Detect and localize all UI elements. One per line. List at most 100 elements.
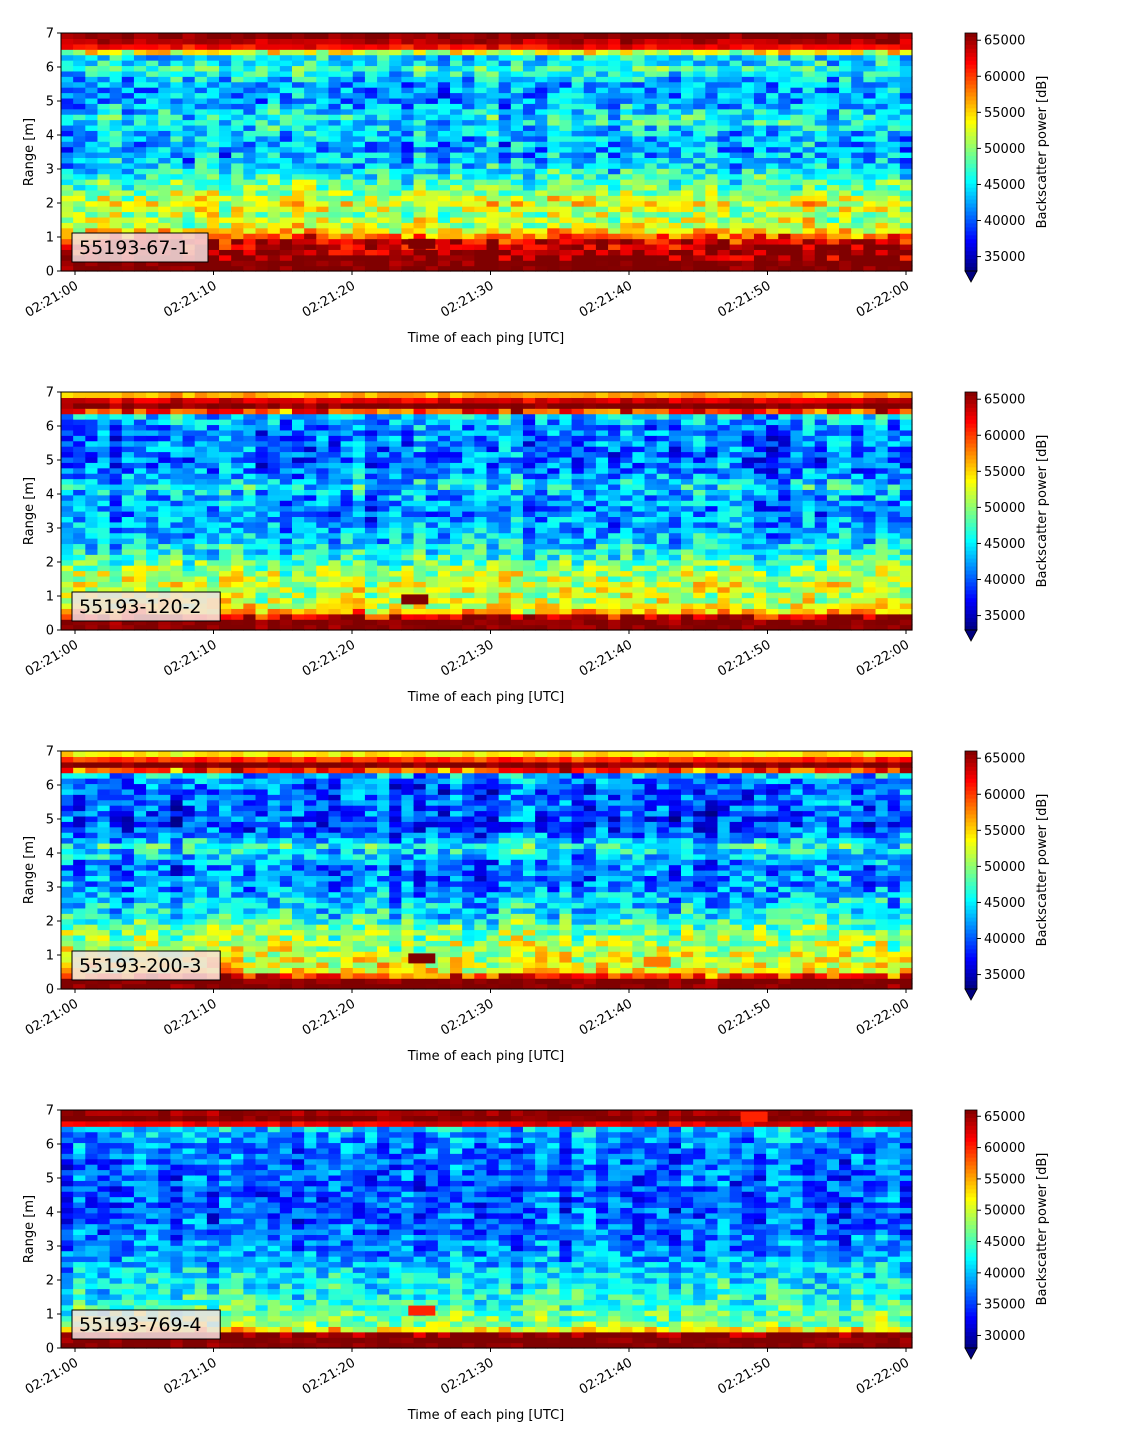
- heatmap-cell: [486, 446, 500, 453]
- heatmap-cell: [681, 81, 694, 88]
- heatmap-cell: [693, 189, 706, 196]
- heatmap-cell: [377, 494, 390, 501]
- heatmap-cell: [97, 435, 111, 442]
- heatmap-cell: [194, 397, 208, 404]
- heatmap-cell: [328, 570, 342, 577]
- heatmap-cell: [668, 233, 682, 240]
- heatmap-cell: [826, 108, 840, 115]
- heatmap-cell: [681, 114, 694, 121]
- heatmap-cell: [194, 146, 208, 153]
- heatmap-cell: [522, 124, 536, 131]
- heatmap-cell: [243, 227, 257, 234]
- heatmap-cell: [109, 402, 123, 409]
- heatmap-cell: [413, 265, 427, 272]
- heatmap-cell: [267, 494, 281, 501]
- heatmap-cell: [340, 597, 354, 604]
- heatmap-cell: [73, 70, 86, 77]
- heatmap-cell: [389, 38, 402, 45]
- heatmap-cell: [255, 397, 269, 404]
- heatmap-cell: [170, 424, 184, 431]
- heatmap-cell: [377, 538, 390, 545]
- heatmap-cell: [267, 200, 281, 207]
- heatmap-cell: [559, 243, 573, 250]
- heatmap-cell: [316, 265, 330, 272]
- heatmap-cell: [340, 97, 354, 104]
- heatmap-cell: [121, 87, 135, 94]
- colorbar-segment: [965, 227, 977, 232]
- heatmap-cell: [425, 456, 439, 463]
- heatmap-cell: [547, 54, 561, 61]
- heatmap-cell: [668, 108, 682, 115]
- heatmap-cell: [352, 146, 366, 153]
- heatmap-cell: [450, 119, 463, 126]
- heatmap-cell: [875, 162, 889, 169]
- heatmap-cell: [328, 249, 342, 256]
- heatmap-cell: [364, 200, 378, 207]
- heatmap-cell: [316, 108, 330, 115]
- heatmap-cell: [316, 81, 330, 88]
- heatmap-cell: [717, 243, 731, 250]
- heatmap-cell: [255, 216, 269, 223]
- heatmap-cell: [522, 613, 536, 620]
- heatmap-cell: [413, 60, 427, 67]
- heatmap-cell: [462, 114, 475, 121]
- heatmap-cell: [571, 222, 585, 229]
- heatmap-cell: [328, 97, 342, 104]
- heatmap-cell: [97, 408, 111, 415]
- heatmap-cell: [401, 243, 415, 250]
- heatmap-cell: [741, 33, 755, 40]
- heatmap-cell: [328, 548, 342, 555]
- heatmap-cell: [863, 38, 877, 45]
- heatmap-cell: [851, 216, 864, 223]
- heatmap-cell: [705, 222, 719, 229]
- heatmap-cell: [352, 559, 366, 566]
- heatmap-cell: [729, 227, 743, 234]
- heatmap-cell: [681, 238, 694, 245]
- heatmap-cell: [194, 114, 208, 121]
- heatmap-cell: [814, 238, 828, 245]
- heatmap-cell: [535, 265, 548, 272]
- heatmap-cell: [377, 462, 390, 469]
- heatmap-cell: [583, 243, 597, 250]
- heatmap-cell: [340, 543, 354, 550]
- heatmap-cell: [620, 60, 633, 67]
- heatmap-cell: [291, 60, 305, 67]
- heatmap-cell: [778, 65, 792, 72]
- heatmap-cell: [839, 238, 852, 245]
- heatmap-cell: [170, 81, 184, 88]
- heatmap-cell: [61, 227, 74, 234]
- heatmap-cell: [437, 483, 451, 490]
- heatmap-cell: [352, 538, 366, 545]
- heatmap-cell: [462, 586, 475, 593]
- heatmap-cell: [462, 494, 475, 501]
- heatmap-cell: [899, 173, 913, 180]
- heatmap-cell: [243, 516, 257, 523]
- heatmap-cell: [182, 97, 196, 104]
- heatmap-cell: [291, 565, 305, 572]
- heatmap-cell: [206, 467, 220, 474]
- heatmap-cell: [291, 130, 305, 137]
- heatmap-cell: [547, 179, 561, 186]
- heatmap-cell: [717, 168, 731, 175]
- heatmap-cell: [705, 168, 719, 175]
- heatmap-cell: [243, 451, 257, 458]
- heatmap-cell: [316, 92, 330, 99]
- heatmap-cell: [61, 570, 74, 577]
- heatmap-cell: [644, 265, 658, 272]
- heatmap-cell: [753, 168, 767, 175]
- heatmap-cell: [377, 184, 390, 191]
- heatmap-cell: [219, 462, 232, 469]
- heatmap-cell: [571, 38, 585, 45]
- heatmap-cell: [316, 38, 330, 45]
- heatmap-cell: [206, 216, 220, 223]
- heatmap-cell: [109, 554, 123, 561]
- heatmap-cell: [255, 152, 269, 159]
- heatmap-cell: [231, 624, 244, 631]
- heatmap-cell: [668, 97, 682, 104]
- heatmap-cell: [364, 538, 378, 545]
- heatmap-cell: [316, 119, 330, 126]
- heatmap-cell: [681, 200, 694, 207]
- heatmap-cell: [644, 43, 658, 50]
- heatmap-cell: [814, 222, 828, 229]
- heatmap-cell: [352, 233, 366, 240]
